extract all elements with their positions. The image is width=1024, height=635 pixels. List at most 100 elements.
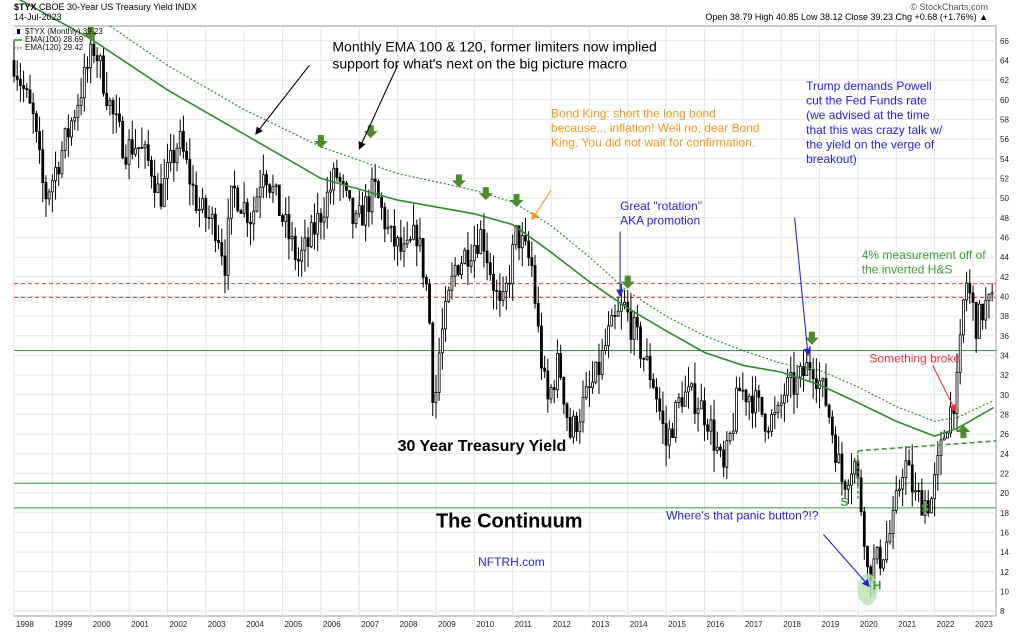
x-tick-label: 2011 bbox=[515, 620, 533, 629]
x-tick-label: 2010 bbox=[476, 620, 494, 629]
candle-body bbox=[98, 55, 102, 62]
candle-body bbox=[377, 181, 380, 198]
candle-body bbox=[725, 440, 729, 468]
header-exchange: INDX bbox=[175, 2, 197, 12]
candle-body bbox=[949, 406, 952, 434]
candle-body bbox=[703, 400, 706, 426]
candle-body bbox=[447, 289, 451, 302]
candle-body bbox=[575, 415, 578, 433]
candle-body bbox=[821, 378, 825, 382]
candle-body bbox=[399, 237, 403, 252]
annotation-line: 30 Year Treasury Yield bbox=[398, 438, 567, 455]
y-tick-label: 28 bbox=[1000, 410, 1009, 419]
candle-body bbox=[882, 559, 885, 569]
annotation-nftrh: NFTRH.com bbox=[478, 555, 545, 569]
y-tick-label: 52 bbox=[1000, 174, 1009, 183]
candle-body bbox=[898, 488, 901, 492]
y-tick-label: 36 bbox=[1000, 332, 1009, 341]
candle-body bbox=[802, 365, 805, 376]
candle-body bbox=[747, 395, 751, 403]
candle-body bbox=[977, 303, 981, 339]
candle-body bbox=[760, 396, 764, 415]
annotation-rotation: Great "rotation" AKA promotion bbox=[620, 199, 702, 228]
candle-body bbox=[150, 159, 153, 177]
candle-body bbox=[974, 302, 978, 339]
candle-body bbox=[930, 498, 933, 514]
candle-body bbox=[329, 189, 332, 193]
annotation-line: Trump demands Powell bbox=[806, 79, 932, 93]
candle-body bbox=[779, 402, 783, 406]
y-tick-label: 26 bbox=[1000, 430, 1009, 439]
candle-body bbox=[60, 150, 64, 175]
x-tick-label: 2017 bbox=[745, 620, 763, 629]
candle-body bbox=[751, 395, 754, 414]
y-tick-label: 18 bbox=[1000, 509, 1009, 518]
candle-body bbox=[476, 245, 479, 255]
candle-body bbox=[220, 242, 224, 257]
annotation-line: the inverted H&S bbox=[862, 263, 953, 277]
candle-body bbox=[524, 235, 527, 242]
candle-body bbox=[245, 202, 249, 223]
y-tick-label: 38 bbox=[1000, 312, 1009, 321]
y-tick-label: 56 bbox=[1000, 135, 1009, 144]
candle-body bbox=[987, 293, 991, 301]
y-tick-label: 34 bbox=[1000, 351, 1009, 360]
candle-body bbox=[830, 416, 834, 436]
candle-body bbox=[469, 260, 473, 267]
candle-body bbox=[28, 89, 32, 104]
candle-body bbox=[130, 139, 134, 155]
candle-body bbox=[421, 238, 425, 278]
candle-body bbox=[530, 257, 534, 267]
candle-body bbox=[271, 186, 275, 193]
candle-body bbox=[393, 225, 396, 247]
candle-body bbox=[198, 208, 201, 211]
candle-body bbox=[293, 235, 297, 260]
candle-body bbox=[424, 277, 428, 285]
candle-body bbox=[655, 386, 658, 400]
annotation-bond-king: Bond King: short the long bond because...… bbox=[551, 106, 760, 149]
x-tick-label: 1999 bbox=[54, 620, 72, 629]
y-tick-label: 50 bbox=[1000, 194, 1009, 203]
candle-body bbox=[297, 259, 300, 262]
candle-body bbox=[437, 352, 441, 393]
candle-body bbox=[776, 405, 780, 413]
candle-body bbox=[511, 244, 515, 285]
candle-body bbox=[319, 213, 323, 223]
candle-body bbox=[415, 224, 419, 247]
candle-body bbox=[671, 428, 674, 438]
candle-body bbox=[834, 434, 837, 463]
candle-body bbox=[990, 292, 994, 295]
annotation-trump: Trump demands Powell cut the Fed Funds ra… bbox=[806, 79, 943, 166]
candle-body bbox=[188, 159, 192, 185]
candle-body bbox=[888, 533, 892, 543]
candle-body bbox=[693, 383, 697, 414]
candle-body bbox=[175, 147, 179, 164]
annotation-line: Great "rotation" bbox=[620, 199, 702, 213]
candle-body bbox=[674, 402, 678, 438]
x-tick-label: 2020 bbox=[860, 620, 878, 629]
y-tick-label: 10 bbox=[1000, 587, 1009, 596]
candle-body bbox=[552, 387, 556, 390]
candle-body bbox=[54, 166, 57, 182]
candle-body bbox=[981, 303, 984, 321]
candle-body bbox=[923, 500, 927, 516]
candle-body bbox=[556, 353, 559, 390]
y-tick-label: 54 bbox=[1000, 155, 1009, 164]
candle-body bbox=[715, 446, 719, 451]
candle-body bbox=[12, 60, 16, 77]
candle-body bbox=[690, 383, 694, 388]
candle-body bbox=[207, 217, 211, 219]
y-tick-label: 42 bbox=[1000, 273, 1009, 282]
down-arrow-marker bbox=[509, 194, 524, 207]
legend-candle-swatch bbox=[17, 29, 20, 34]
candle-body bbox=[124, 157, 128, 165]
candle-body bbox=[843, 481, 847, 490]
candle-body bbox=[162, 178, 166, 207]
candle-body bbox=[840, 453, 844, 483]
annotation-continuum: The Continuum bbox=[436, 511, 583, 533]
candle-body bbox=[859, 477, 863, 512]
legend-entry: EMA(100) 28.69 bbox=[14, 35, 84, 44]
candle-body bbox=[782, 394, 786, 404]
candle-body bbox=[261, 174, 265, 188]
